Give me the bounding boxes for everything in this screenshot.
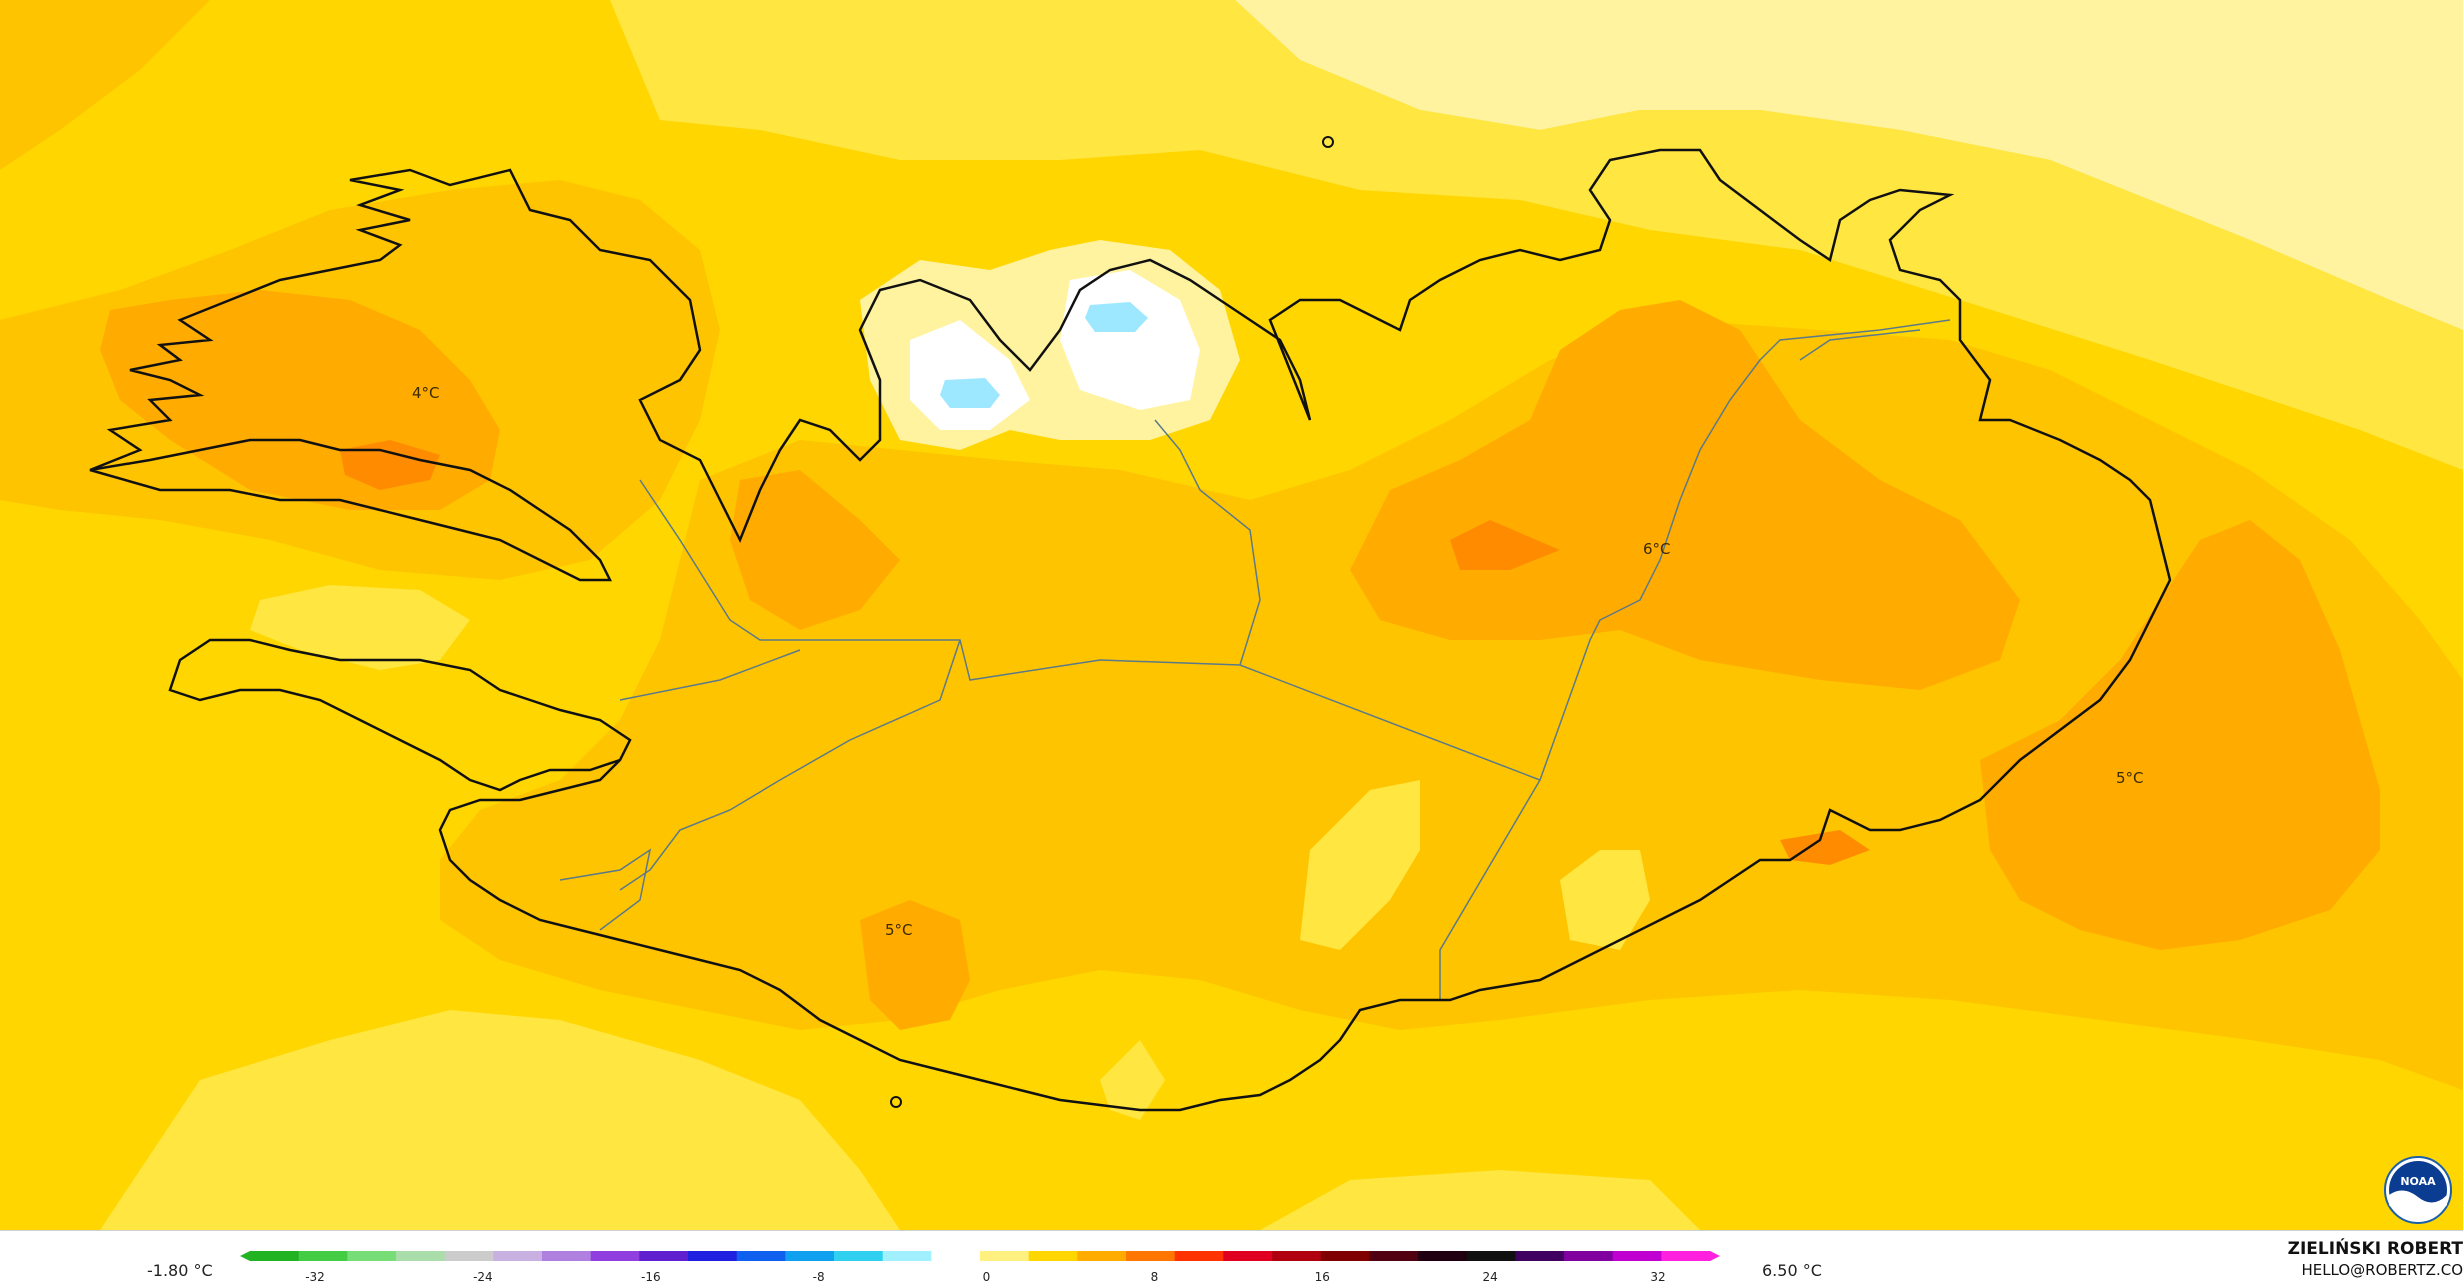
contour-warm-central bbox=[440, 320, 2463, 1090]
contour-warm2-southeast bbox=[1980, 520, 2380, 950]
colorbar-tick-label: 0 bbox=[983, 1270, 991, 1284]
colorbar-swatch bbox=[1077, 1251, 1127, 1261]
colorbar-swatch bbox=[1369, 1251, 1419, 1261]
contour-white-north-cold bbox=[910, 320, 1030, 430]
scale-max-label: 6.50 °C bbox=[1762, 1261, 1822, 1280]
colorbar-tick-label: -24 bbox=[473, 1270, 493, 1284]
map-canvas: 4°C 6°C 5°C 5°C bbox=[0, 0, 2463, 1230]
contour-light-south-coast bbox=[1100, 1040, 1165, 1120]
contour-light-inland-2 bbox=[1560, 850, 1650, 950]
colorbar-swatch bbox=[688, 1251, 738, 1261]
colorbar: -32 -24 -16 -8 0 8 16 24 32 bbox=[240, 1251, 1720, 1284]
colorbar-swatch bbox=[785, 1251, 835, 1261]
contour-warm2-north-central bbox=[730, 470, 900, 630]
colorbar-swatch bbox=[542, 1251, 592, 1261]
colorbar-swatch bbox=[1174, 1251, 1224, 1261]
colorbar-tick-label: -8 bbox=[813, 1270, 825, 1284]
contour-warm3-westfjords bbox=[340, 440, 440, 490]
contour-light-south bbox=[100, 1010, 900, 1230]
colorbar-swatch bbox=[834, 1251, 884, 1261]
colorbar-tick-label: -32 bbox=[305, 1270, 325, 1284]
colorbar-swatch bbox=[1612, 1251, 1662, 1261]
colorbar-swatch bbox=[396, 1251, 446, 1261]
temp-label-west: 4°C bbox=[412, 384, 440, 402]
legend-footer: -1.80 °C -32 -24 -16 -8 0 8 16 24 32 6.50 °C ZIE… bbox=[0, 1230, 2463, 1288]
contour-light-southeast bbox=[1260, 1170, 1700, 1230]
contour-light-west-peninsula bbox=[250, 585, 470, 670]
contour-light-north bbox=[610, 0, 2463, 470]
contour-warm-west-sea bbox=[0, 0, 210, 170]
temp-label-east-sea: 5°C bbox=[2116, 769, 2144, 787]
colorbar-swatch bbox=[736, 1251, 786, 1261]
colorbar-swatch bbox=[1272, 1251, 1322, 1261]
colorbar-swatch bbox=[250, 1251, 300, 1261]
colorbar-tick-label: 8 bbox=[1151, 1270, 1159, 1284]
author-email: HELLO@ROBERTZ.CO bbox=[2301, 1261, 2463, 1279]
colorbar-swatch bbox=[444, 1251, 494, 1261]
coastline bbox=[89, 148, 2172, 1112]
contour-ice-1 bbox=[940, 378, 1000, 408]
colorbar-swatch bbox=[298, 1251, 348, 1261]
colorbar-swatch bbox=[639, 1251, 689, 1261]
region-border bbox=[559, 319, 1951, 1000]
colorbar-swatch bbox=[1418, 1251, 1468, 1261]
contour-warm3-southeast bbox=[1780, 830, 1870, 865]
island bbox=[1322, 136, 1334, 148]
colorbar-swatch bbox=[931, 1251, 981, 1261]
colorbar-min-arrow bbox=[240, 1251, 250, 1261]
colorbar-swatch bbox=[882, 1251, 932, 1261]
colorbar-swatch bbox=[347, 1251, 397, 1261]
noaa-logo-text: NOAA bbox=[2400, 1175, 2436, 1188]
colorbar-swatch bbox=[1223, 1251, 1273, 1261]
scale-min-label: -1.80 °C bbox=[147, 1261, 213, 1280]
colorbar-swatch bbox=[1466, 1251, 1516, 1261]
colorbar-max-arrow bbox=[1710, 1251, 1720, 1261]
colorbar-swatch bbox=[1515, 1251, 1565, 1261]
island-south bbox=[890, 1096, 902, 1108]
colorbar-swatch bbox=[1661, 1251, 1711, 1261]
author-name: ZIELIŃSKI ROBERT bbox=[2287, 1239, 2463, 1259]
colorbar-swatch bbox=[590, 1251, 640, 1261]
contour-ice-2 bbox=[1085, 302, 1148, 332]
colorbar-swatch bbox=[1320, 1251, 1370, 1261]
noaa-logo: NOAA bbox=[2384, 1156, 2452, 1224]
colorbar-swatch bbox=[1028, 1251, 1078, 1261]
contour-warm2-east bbox=[1350, 300, 2020, 690]
temperature-map: 4°C 6°C 5°C 5°C bbox=[0, 0, 2463, 1230]
colorbar-tick-label: 24 bbox=[1482, 1270, 1497, 1284]
temp-label-south: 5°C bbox=[885, 921, 913, 939]
contour-light-inland-1 bbox=[1300, 780, 1420, 950]
contour-warm3-east bbox=[1450, 520, 1560, 570]
contour-warm2-south bbox=[860, 900, 970, 1030]
author-credit: ZIELIŃSKI ROBERT HELLO@ROBERTZ.CO bbox=[2288, 1239, 2463, 1279]
colorbar-swatch bbox=[980, 1251, 1030, 1261]
colorbar-tick-label: -16 bbox=[641, 1270, 661, 1284]
colorbar-swatch bbox=[493, 1251, 543, 1261]
colorbar-swatch bbox=[1564, 1251, 1614, 1261]
colorbar-tick-label: 16 bbox=[1315, 1270, 1330, 1284]
temp-label-east-inland: 6°C bbox=[1643, 540, 1671, 558]
colorbar-tick-label: 32 bbox=[1650, 1270, 1665, 1284]
colorbar-swatch bbox=[1126, 1251, 1176, 1261]
contour-light-northeast bbox=[1235, 0, 2463, 330]
